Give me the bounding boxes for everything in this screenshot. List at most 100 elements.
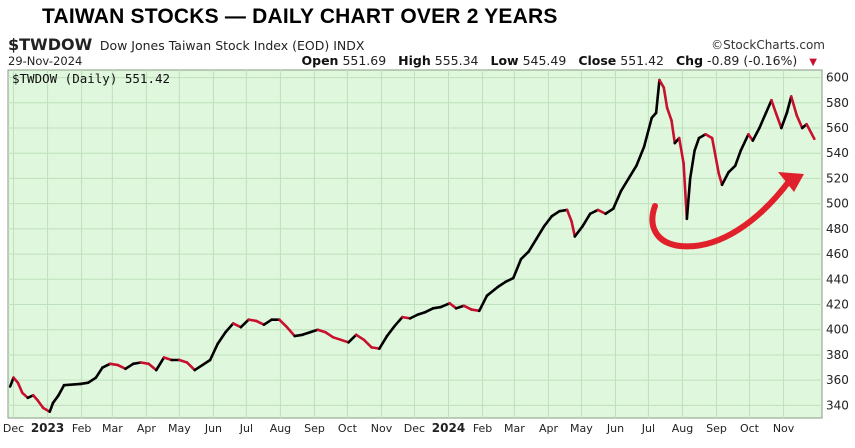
- price-segment: [201, 358, 212, 367]
- x-tick-label: 2024: [432, 421, 465, 435]
- price-segment: [565, 208, 573, 223]
- price-segment: [535, 225, 546, 241]
- x-tick-label: Nov: [371, 422, 393, 435]
- y-tick-label: 500: [826, 197, 849, 211]
- high-label: High: [398, 53, 431, 68]
- grid-lines: [8, 70, 822, 418]
- price-segment: [654, 78, 661, 115]
- price-segment: [504, 276, 515, 284]
- y-tick-label: 400: [826, 323, 849, 337]
- price-segment: [216, 330, 227, 345]
- price-segment: [94, 366, 104, 379]
- price-segment: [354, 333, 366, 342]
- price-segment: [231, 322, 243, 329]
- price-segment: [785, 95, 793, 115]
- x-tick-label: Jun: [606, 422, 624, 435]
- price-segment: [496, 280, 507, 289]
- x-tick-label: 2023: [31, 421, 64, 435]
- price-segment: [377, 334, 389, 350]
- price-segment: [162, 356, 173, 362]
- x-tick-label: Apr: [137, 422, 157, 435]
- price-segment: [527, 237, 538, 253]
- brand-credit[interactable]: ©StockCharts.com: [711, 38, 825, 52]
- x-tick-label: Oct: [338, 422, 358, 435]
- price-segment: [16, 381, 24, 395]
- low-value: 545.49: [522, 53, 567, 68]
- y-tick-label: 480: [826, 222, 849, 236]
- chart-banner-title: TAIWAN STOCKS — DAILY CHART OVER 2 YEARS: [42, 5, 558, 28]
- price-segment: [693, 136, 701, 152]
- symbol-header: $TWDOW Dow Jones Taiwan Stock Index (EOD…: [8, 35, 364, 54]
- price-segment: [448, 301, 458, 310]
- price-segment: [385, 324, 396, 338]
- price-segment: [795, 114, 804, 130]
- x-tick-label: Aug: [270, 422, 291, 435]
- price-segment: [677, 136, 685, 165]
- price-segment: [208, 342, 220, 362]
- price-segment: [439, 301, 451, 309]
- price-segment: [789, 95, 799, 117]
- price-segment: [362, 338, 373, 349]
- close-value: 551.42: [620, 53, 665, 68]
- x-tick-label: Oct: [740, 422, 760, 435]
- y-tick-label: 460: [826, 247, 849, 261]
- price-segment: [774, 111, 783, 130]
- chart-legend: $TWDOW (Daily) 551.42: [12, 71, 170, 86]
- y-tick-label: 540: [826, 146, 849, 160]
- price-segment: [408, 313, 420, 320]
- x-tick-label: Dec: [3, 422, 24, 435]
- price-segment: [596, 208, 607, 216]
- price-segment: [739, 133, 750, 152]
- price-segment: [570, 220, 577, 238]
- price-segment: [178, 358, 189, 364]
- y-tick-label: 560: [826, 121, 849, 135]
- price-segment: [751, 126, 761, 142]
- x-tick-label: Mar: [102, 422, 123, 435]
- y-axis-labels: 340 360 380 400 420 440 460 480 500 520 540 560 580 6…: [826, 71, 849, 413]
- down-triangle-icon: ▼: [809, 57, 817, 68]
- price-segment: [124, 362, 135, 371]
- x-tick-label: Sep: [706, 422, 727, 435]
- price-segment: [8, 376, 15, 388]
- price-segment: [665, 106, 673, 122]
- price-segment: [770, 98, 778, 115]
- price-segment: [512, 257, 523, 280]
- low-label: Low: [490, 53, 519, 68]
- price-segment: [278, 318, 289, 329]
- price-segment: [86, 376, 98, 384]
- open-label: Open: [301, 53, 339, 68]
- price-segment: [339, 338, 350, 344]
- price-segment: [147, 362, 158, 372]
- price-segment: [682, 162, 689, 221]
- price-segment: [733, 149, 743, 168]
- price-segment: [101, 362, 112, 369]
- price-segment: [542, 214, 554, 228]
- price-segment: [805, 122, 816, 141]
- y-tick-label: 520: [826, 171, 849, 185]
- price-series: [8, 78, 816, 413]
- x-tick-label: Dec: [404, 422, 425, 435]
- price-segment: [604, 207, 615, 216]
- price-segment: [588, 208, 600, 216]
- open-value: 551.69: [342, 53, 387, 68]
- x-tick-label: Jun: [204, 422, 222, 435]
- y-tick-label: 600: [826, 71, 849, 85]
- x-tick-label: Jul: [239, 422, 253, 435]
- price-segment: [116, 363, 127, 371]
- price-segment: [36, 399, 45, 410]
- price-segment: [393, 315, 404, 328]
- x-tick-label: Feb: [72, 422, 91, 435]
- x-tick-label: May: [570, 422, 593, 435]
- chart-date: 29-Nov-2024: [8, 54, 83, 68]
- price-segment: [658, 78, 666, 89]
- y-tick-label: 580: [826, 96, 849, 110]
- price-segment: [611, 189, 623, 210]
- price-segment: [48, 401, 55, 413]
- x-tick-label: Jul: [641, 422, 655, 435]
- price-segment: [662, 86, 669, 110]
- price-segment: [642, 116, 654, 149]
- price-segment: [550, 209, 561, 218]
- price-segment: [185, 361, 197, 372]
- price-segment: [416, 310, 427, 316]
